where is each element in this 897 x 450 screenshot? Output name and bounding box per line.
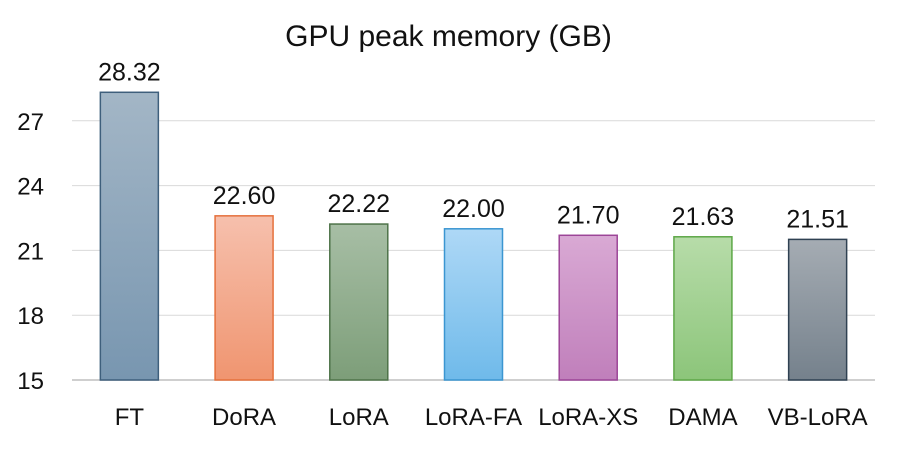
- bar: [558, 234, 618, 381]
- bar: [673, 236, 733, 381]
- x-tick-label: DAMA: [668, 404, 737, 431]
- data-label: 21.51: [786, 205, 849, 233]
- bar: [99, 91, 160, 381]
- bar: [443, 228, 504, 381]
- y-tick-label: 21: [17, 238, 44, 265]
- data-label: 22.00: [442, 195, 505, 223]
- x-tick-label: DoRA: [212, 404, 276, 431]
- x-tick-label: LoRA-XS: [538, 404, 638, 431]
- bar: [787, 238, 848, 381]
- bar: [214, 215, 274, 381]
- data-label: 21.63: [672, 203, 735, 231]
- chart-title: GPU peak memory (GB): [285, 20, 612, 53]
- data-label: 21.70: [557, 201, 620, 229]
- x-tick-label: FT: [115, 404, 145, 431]
- y-tick-label: 27: [17, 109, 44, 136]
- x-tick-label: VB-LoRA: [768, 404, 868, 431]
- data-label: 22.22: [328, 190, 391, 218]
- x-tick-label: LoRA-FA: [425, 404, 522, 431]
- y-tick-label: 15: [17, 368, 44, 395]
- y-tick-label: 18: [17, 303, 44, 330]
- y-tick-label: 24: [17, 174, 44, 201]
- bar: [329, 223, 389, 381]
- data-label: 28.32: [98, 58, 161, 86]
- data-label: 22.60: [213, 182, 276, 210]
- x-tick-label: LoRA: [329, 404, 389, 431]
